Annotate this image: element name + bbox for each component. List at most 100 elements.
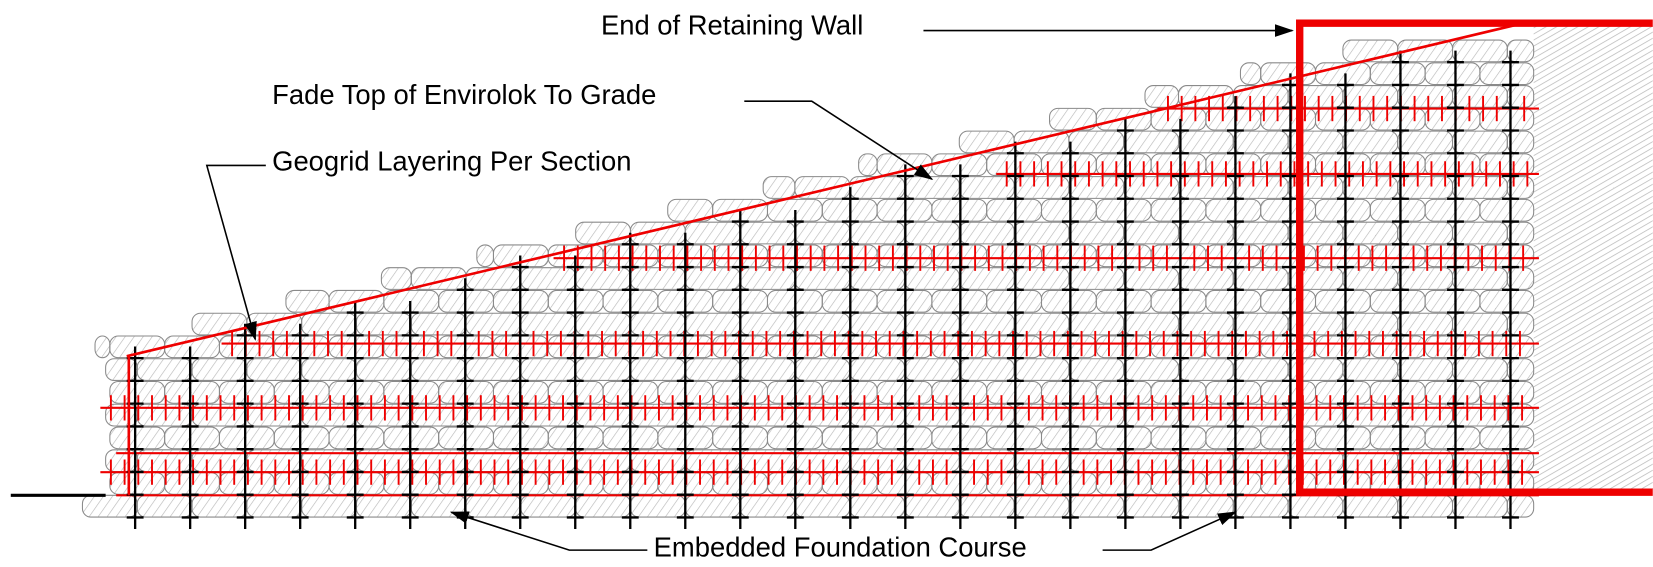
pin [731,460,749,484]
pin [1392,300,1409,325]
bag [218,380,275,404]
pin [291,414,309,439]
pin [1171,300,1189,325]
pin [951,483,969,507]
pin [1116,505,1134,530]
bag [1369,244,1426,268]
pin [951,323,969,347]
pin [1392,369,1409,393]
pin [731,346,749,370]
bag [1177,267,1234,290]
pin [676,392,694,416]
bag [1506,221,1535,245]
pin [1226,164,1244,188]
pin [291,323,309,347]
pin [1337,278,1354,302]
pin [1226,232,1244,256]
bag [1424,426,1481,450]
bag [1369,62,1426,86]
bag [986,380,1043,404]
pin [1116,187,1134,211]
bag [1397,494,1454,518]
bag [1150,244,1207,268]
bag [81,494,138,518]
bag [958,312,1015,336]
bag [520,494,577,518]
bag [684,267,741,290]
pin [676,414,694,439]
pin [896,460,914,484]
bag [1095,335,1152,359]
pin [1392,50,1409,74]
pin [1171,164,1189,188]
pin [1006,323,1024,347]
bag [1068,267,1125,290]
bag [1205,426,1262,450]
bag [1506,39,1535,63]
pin [1006,392,1024,416]
bag [1177,358,1234,381]
bag [1369,107,1426,131]
bag [1013,358,1070,381]
pin [951,414,969,439]
pin [841,392,859,416]
pin [1006,369,1024,393]
pin [951,437,969,461]
leader [1102,511,1237,551]
pin [1337,346,1354,370]
pin [1061,232,1079,256]
bag [1040,335,1097,359]
pin [1337,392,1354,416]
pin [786,232,804,256]
pin [346,369,364,393]
pin [1392,505,1409,530]
pin [456,300,474,325]
pin [786,209,804,234]
pin [951,460,969,484]
pin [621,255,639,279]
pin [951,164,969,188]
pin [621,414,639,439]
pin [1337,300,1354,325]
bag [273,380,330,404]
bag [1479,107,1535,131]
bag [1040,380,1097,404]
bag [1013,312,1070,336]
pin [1116,323,1134,347]
pin [566,300,584,325]
pin [566,414,584,439]
pin [951,300,969,325]
bag [684,358,741,381]
pin [1392,164,1409,188]
pin [1337,96,1354,120]
bag [1397,358,1454,381]
pin [896,369,914,393]
pin [1226,483,1244,507]
pin [1337,141,1354,165]
bag [986,244,1043,268]
pin [951,505,969,530]
pin [786,505,804,530]
pin [456,414,474,439]
bag [246,494,303,518]
pin [1171,209,1189,234]
bag [164,426,220,450]
pin [1116,346,1134,370]
leader [205,164,266,341]
pin [896,346,914,370]
pin [896,483,914,507]
pin [1116,392,1134,416]
pin [511,505,529,530]
pin [896,505,914,530]
bag [1040,472,1097,495]
bag [794,267,851,290]
pin [621,483,639,507]
bag [986,289,1043,313]
bag [739,358,796,381]
bag [328,426,385,450]
bag [1424,289,1481,313]
pin [731,255,749,279]
bag [164,472,220,495]
pin [676,437,694,461]
bag [1068,494,1125,518]
